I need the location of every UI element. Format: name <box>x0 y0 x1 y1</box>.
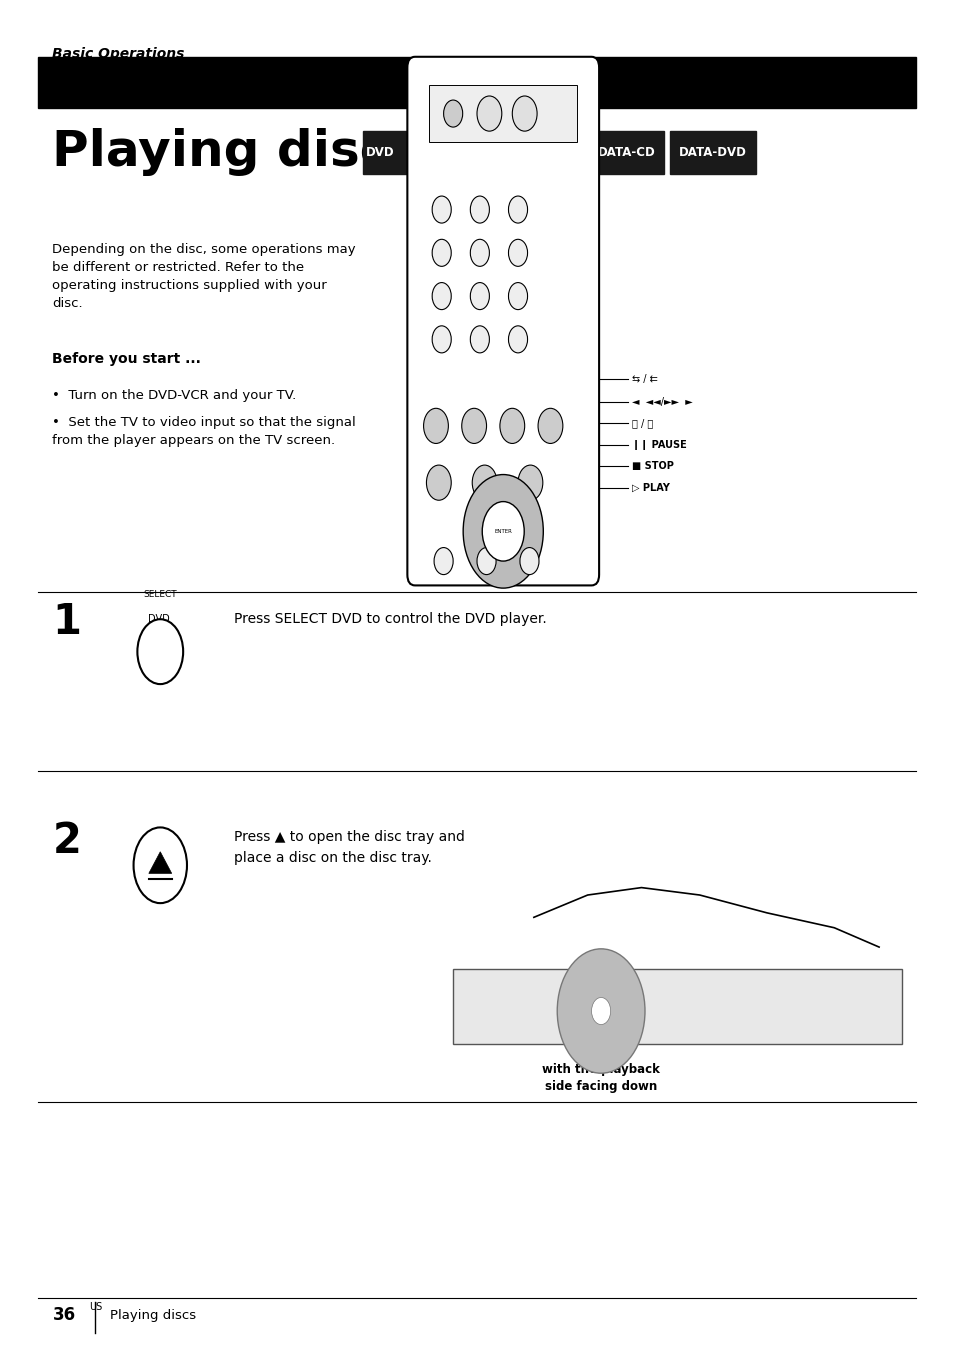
Text: CD: CD <box>558 146 577 160</box>
Text: DVD: DVD <box>436 146 464 160</box>
Circle shape <box>470 196 489 223</box>
Text: US: US <box>89 1302 102 1313</box>
Text: •  Turn on the DVD-VCR and your TV.: • Turn on the DVD-VCR and your TV. <box>52 389 296 403</box>
Circle shape <box>432 196 451 223</box>
Circle shape <box>426 465 451 500</box>
Text: Basic Operations: Basic Operations <box>52 47 185 61</box>
Text: ◄  ◄◄/►►  ►: ◄ ◄◄/►► ► <box>631 396 692 407</box>
Text: DVD: DVD <box>148 614 170 625</box>
Circle shape <box>432 326 451 353</box>
Circle shape <box>443 100 462 127</box>
Bar <box>441 131 497 174</box>
Text: DVD: DVD <box>366 146 395 160</box>
Bar <box>453 969 901 1044</box>
Circle shape <box>508 239 527 266</box>
Circle shape <box>432 283 451 310</box>
Circle shape <box>423 408 448 443</box>
Circle shape <box>137 619 183 684</box>
Text: VCD: VCD <box>510 146 537 160</box>
Text: ❙❙ PAUSE: ❙❙ PAUSE <box>631 439 685 450</box>
Circle shape <box>537 408 562 443</box>
Bar <box>38 57 915 108</box>
Text: ▷ PLAY: ▷ PLAY <box>631 483 669 493</box>
Bar <box>362 131 436 174</box>
Circle shape <box>508 196 527 223</box>
Text: DATA-CD: DATA-CD <box>598 146 655 160</box>
Circle shape <box>508 326 527 353</box>
Polygon shape <box>149 852 172 873</box>
Circle shape <box>519 548 538 575</box>
Circle shape <box>470 239 489 266</box>
Bar <box>429 85 577 142</box>
Text: Video: Video <box>413 153 437 161</box>
Circle shape <box>476 96 501 131</box>
Circle shape <box>461 408 486 443</box>
Text: VR: VR <box>478 153 491 161</box>
Circle shape <box>470 283 489 310</box>
Circle shape <box>508 283 527 310</box>
Circle shape <box>434 548 453 575</box>
Text: Press ▲ to open the disc tray and
place a disc on the disc tray.: Press ▲ to open the disc tray and place … <box>233 830 464 865</box>
Circle shape <box>470 326 489 353</box>
Circle shape <box>499 408 524 443</box>
Bar <box>550 131 584 174</box>
Text: Before you start ...: Before you start ... <box>52 352 201 365</box>
Text: 36: 36 <box>52 1306 75 1325</box>
Circle shape <box>462 475 542 588</box>
Text: Playing discs: Playing discs <box>110 1309 195 1322</box>
Text: ENTER: ENTER <box>494 529 512 534</box>
Text: SELECT DVD: SELECT DVD <box>631 76 708 87</box>
Text: •  Set the TV to video input so that the signal
from the player appears on the T: • Set the TV to video input so that the … <box>52 416 355 448</box>
Circle shape <box>476 548 496 575</box>
Text: Depending on the disc, some operations may
be different or restricted. Refer to : Depending on the disc, some operations m… <box>52 243 355 311</box>
Text: ■ STOP: ■ STOP <box>631 461 673 472</box>
Text: Press SELECT DVD to control the DVD player.: Press SELECT DVD to control the DVD play… <box>233 612 546 626</box>
Text: Playing discs: Playing discs <box>52 127 419 176</box>
Circle shape <box>512 96 537 131</box>
Text: ⇆ / ⇇: ⇆ / ⇇ <box>631 373 657 384</box>
Text: 2: 2 <box>52 819 81 863</box>
Bar <box>501 131 545 174</box>
Text: with the playback
side facing down: with the playback side facing down <box>541 1063 659 1092</box>
FancyBboxPatch shape <box>407 57 598 585</box>
Circle shape <box>591 998 610 1025</box>
Text: DATA-DVD: DATA-DVD <box>678 146 746 160</box>
Text: ⏮ / ⏭: ⏮ / ⏭ <box>631 418 652 429</box>
Circle shape <box>557 949 644 1073</box>
Bar <box>669 131 755 174</box>
Bar <box>589 131 663 174</box>
Circle shape <box>472 465 497 500</box>
Circle shape <box>432 239 451 266</box>
Text: SELECT: SELECT <box>143 591 177 599</box>
Circle shape <box>481 502 524 561</box>
Circle shape <box>133 827 187 903</box>
Text: 1: 1 <box>52 600 81 644</box>
Circle shape <box>517 465 542 500</box>
